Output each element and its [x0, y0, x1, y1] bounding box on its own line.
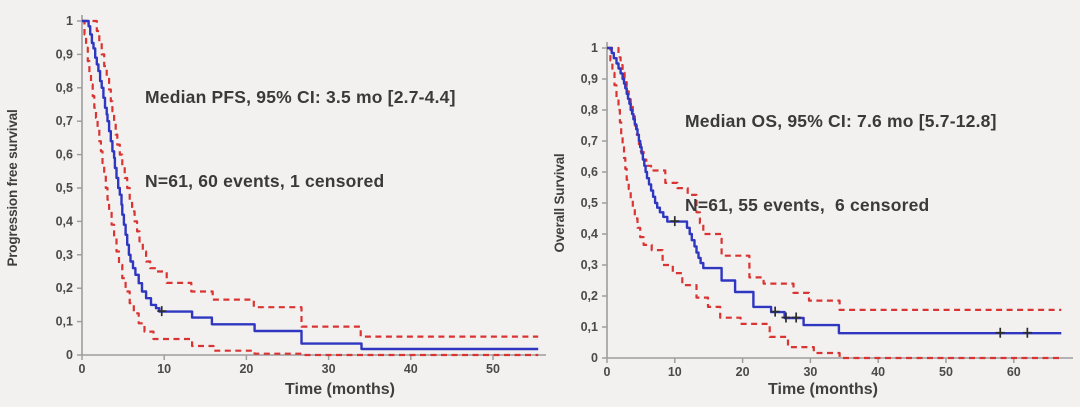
pfs-survival-curve [82, 19, 539, 351]
os-y-tick-label: 0,5 [581, 196, 598, 210]
os-y-tick-label: 0,1 [581, 320, 598, 334]
os-censor-mark [791, 312, 801, 323]
os-y-tick-label: 0,8 [581, 103, 598, 117]
os-y-tick-label: 0 [591, 351, 598, 365]
os-x-axis-label: Time (months) [768, 381, 878, 398]
pfs-y-tick-label: 0 [66, 348, 73, 362]
os-x-tick-label: 10 [668, 365, 682, 379]
os-survival-curve [607, 46, 1062, 335]
os-ci_upper-curve [607, 46, 1062, 311]
os-censor-mark [770, 306, 780, 317]
os-y-tick-label: 0,7 [581, 134, 598, 148]
os-title-line-2: N=61, 55 events, 6 censored [685, 195, 930, 215]
os-y-tick-label: 0,4 [581, 227, 598, 241]
pfs-ci_lower-curve [82, 19, 539, 357]
os-y-tick-label: 0,3 [581, 258, 598, 272]
pfs-y-tick-label: 0,4 [56, 214, 73, 228]
pfs-y-tick-label: 0,2 [56, 281, 73, 295]
os-title: Median OS, 95% CI: 7.6 mo [5.7-12.8] N=6… [685, 51, 997, 275]
os-y-tick-label: 0,6 [581, 165, 598, 179]
os-y-tick-label: 1 [591, 41, 598, 55]
pfs-x-tick-label: 30 [322, 362, 336, 376]
os-x-tick-label: 40 [871, 365, 885, 379]
os-y-axis-label: Overall Survival [552, 153, 567, 253]
os-censor-mark [1022, 327, 1032, 338]
os-y-tick-label: 0,9 [581, 72, 598, 86]
pfs-y-tick-label: 0,6 [56, 148, 73, 162]
pfs-y-tick-label: 0,5 [56, 181, 73, 195]
pfs-y-tick-label: 0,7 [56, 114, 73, 128]
pfs-title-line-2: N=61, 60 events, 1 censored [145, 171, 385, 191]
pfs-y-tick-label: 0,3 [56, 248, 73, 262]
pfs-y-tick-label: 0,1 [56, 315, 73, 329]
pfs-x-tick-label: 40 [404, 362, 418, 376]
pfs-y-tick-label: 0,8 [56, 81, 73, 95]
pfs-title-line-1: Median PFS, 95% CI: 3.5 mo [2.7-4.4] [145, 87, 456, 107]
pfs-x-tick-label: 50 [486, 362, 500, 376]
pfs-x-axis-label: Time (months) [285, 381, 395, 398]
pfs-x-tick-label: 0 [79, 362, 86, 376]
pfs-y-axis-label: Progression free survival [5, 109, 20, 267]
pfs-y-tick-label: 0,9 [56, 47, 73, 61]
os-censor-mark [781, 312, 791, 323]
pfs-title: Median PFS, 95% CI: 3.5 mo [2.7-4.4] N=6… [145, 27, 456, 251]
os-x-tick-label: 0 [604, 365, 611, 379]
pfs-ci_upper-curve [82, 19, 539, 338]
os-x-tick-label: 30 [803, 365, 817, 379]
os-x-tick-label: 50 [939, 365, 953, 379]
pfs-y-tick-label: 1 [66, 14, 73, 28]
pfs-x-tick-label: 10 [157, 362, 171, 376]
pfs-x-tick-label: 20 [239, 362, 253, 376]
os-y-tick-label: 0,2 [581, 289, 598, 303]
os-x-tick-label: 20 [736, 365, 750, 379]
os-title-line-1: Median OS, 95% CI: 7.6 mo [5.7-12.8] [685, 111, 997, 131]
os-ci_lower-curve [607, 46, 1062, 360]
os-censor-mark [995, 327, 1005, 338]
os-censor-mark [670, 216, 680, 227]
os-x-tick-label: 60 [1007, 365, 1021, 379]
pfs-censor-mark [157, 306, 167, 317]
